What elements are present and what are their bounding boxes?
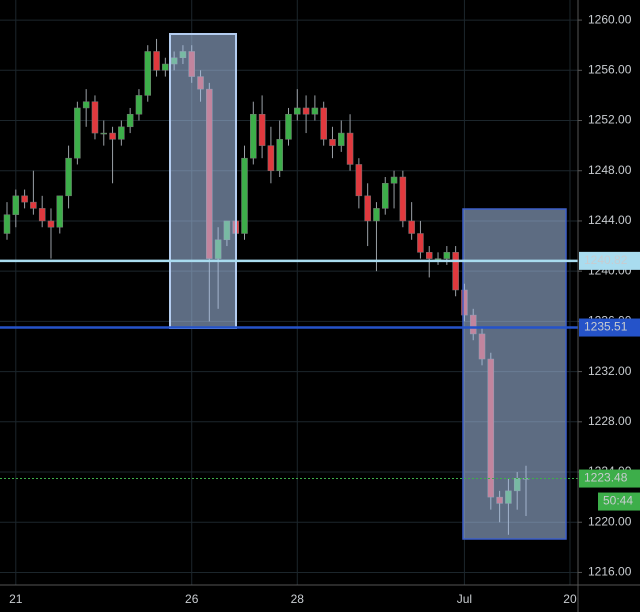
candle-body [382, 183, 389, 209]
candle-body [144, 51, 151, 96]
candle-body [390, 176, 398, 184]
y-tick-label: 1256.00 [588, 62, 632, 76]
y-tick-label: 1216.00 [588, 565, 632, 579]
candle-body [399, 176, 407, 222]
candle-body [364, 195, 371, 222]
candle-body [74, 107, 81, 159]
candle-body [118, 126, 125, 140]
candle-body [452, 252, 459, 291]
highlight-box [169, 33, 237, 329]
candle-body [30, 201, 37, 209]
candle-body [434, 258, 442, 260]
candle-body [267, 145, 275, 171]
candle-body [12, 195, 20, 215]
candle-body [65, 157, 72, 197]
x-tick-label: 26 [185, 592, 199, 606]
candle-body [21, 195, 28, 203]
candle-body [162, 63, 169, 71]
candle-body [346, 132, 354, 165]
level-label: 1235.51 [584, 320, 628, 334]
candle-body [408, 220, 415, 234]
candle-body [320, 107, 327, 140]
last-price-tag [579, 469, 640, 488]
candle-body [82, 101, 90, 109]
candle-body [338, 132, 345, 146]
candle-body [311, 107, 319, 115]
level-label: 1240.82 [584, 253, 628, 267]
y-tick-label: 1244.00 [588, 213, 632, 227]
candle-body [294, 107, 301, 115]
candle-body [250, 113, 257, 159]
candle-body [38, 208, 46, 222]
candle-body [417, 233, 424, 253]
last-price-label: 1223.48 [584, 471, 628, 485]
y-tick-label: 1260.00 [588, 12, 632, 26]
x-tick-label: Jul [457, 592, 472, 606]
candle-body [425, 252, 433, 259]
candle-body [109, 132, 116, 140]
y-tick-label: 1252.00 [588, 113, 632, 127]
candle-body [3, 214, 11, 234]
candle-body [443, 252, 451, 259]
x-tick-label: 21 [9, 592, 23, 606]
overlays [0, 259, 578, 480]
level-tag [579, 251, 640, 270]
y-tick-label: 1220.00 [588, 514, 632, 528]
candle-body [135, 95, 143, 115]
candle-body [373, 208, 380, 222]
candle-body [91, 101, 99, 134]
y-tick-label: 1232.00 [588, 364, 632, 378]
candle-body [100, 132, 108, 135]
countdown-label: 50:44 [603, 494, 633, 508]
candle-body [56, 195, 64, 228]
countdown-tag [598, 492, 640, 511]
candle-body [241, 157, 248, 234]
candle-body [126, 113, 134, 128]
candle-body [355, 164, 363, 197]
candle-body [153, 51, 160, 71]
level-tag [579, 318, 640, 337]
x-tick-label: 28 [291, 592, 305, 606]
candle-body [285, 113, 292, 140]
highlight-box [462, 208, 567, 540]
y-tick-label: 1228.00 [588, 414, 632, 428]
candle-body [302, 107, 310, 115]
y-tick-label: 1248.00 [588, 163, 632, 177]
candle-body [258, 113, 266, 146]
x-tick-label: 20 [563, 592, 577, 606]
candle-body [276, 139, 283, 171]
candle-body [329, 139, 336, 146]
candle-body [47, 220, 55, 228]
